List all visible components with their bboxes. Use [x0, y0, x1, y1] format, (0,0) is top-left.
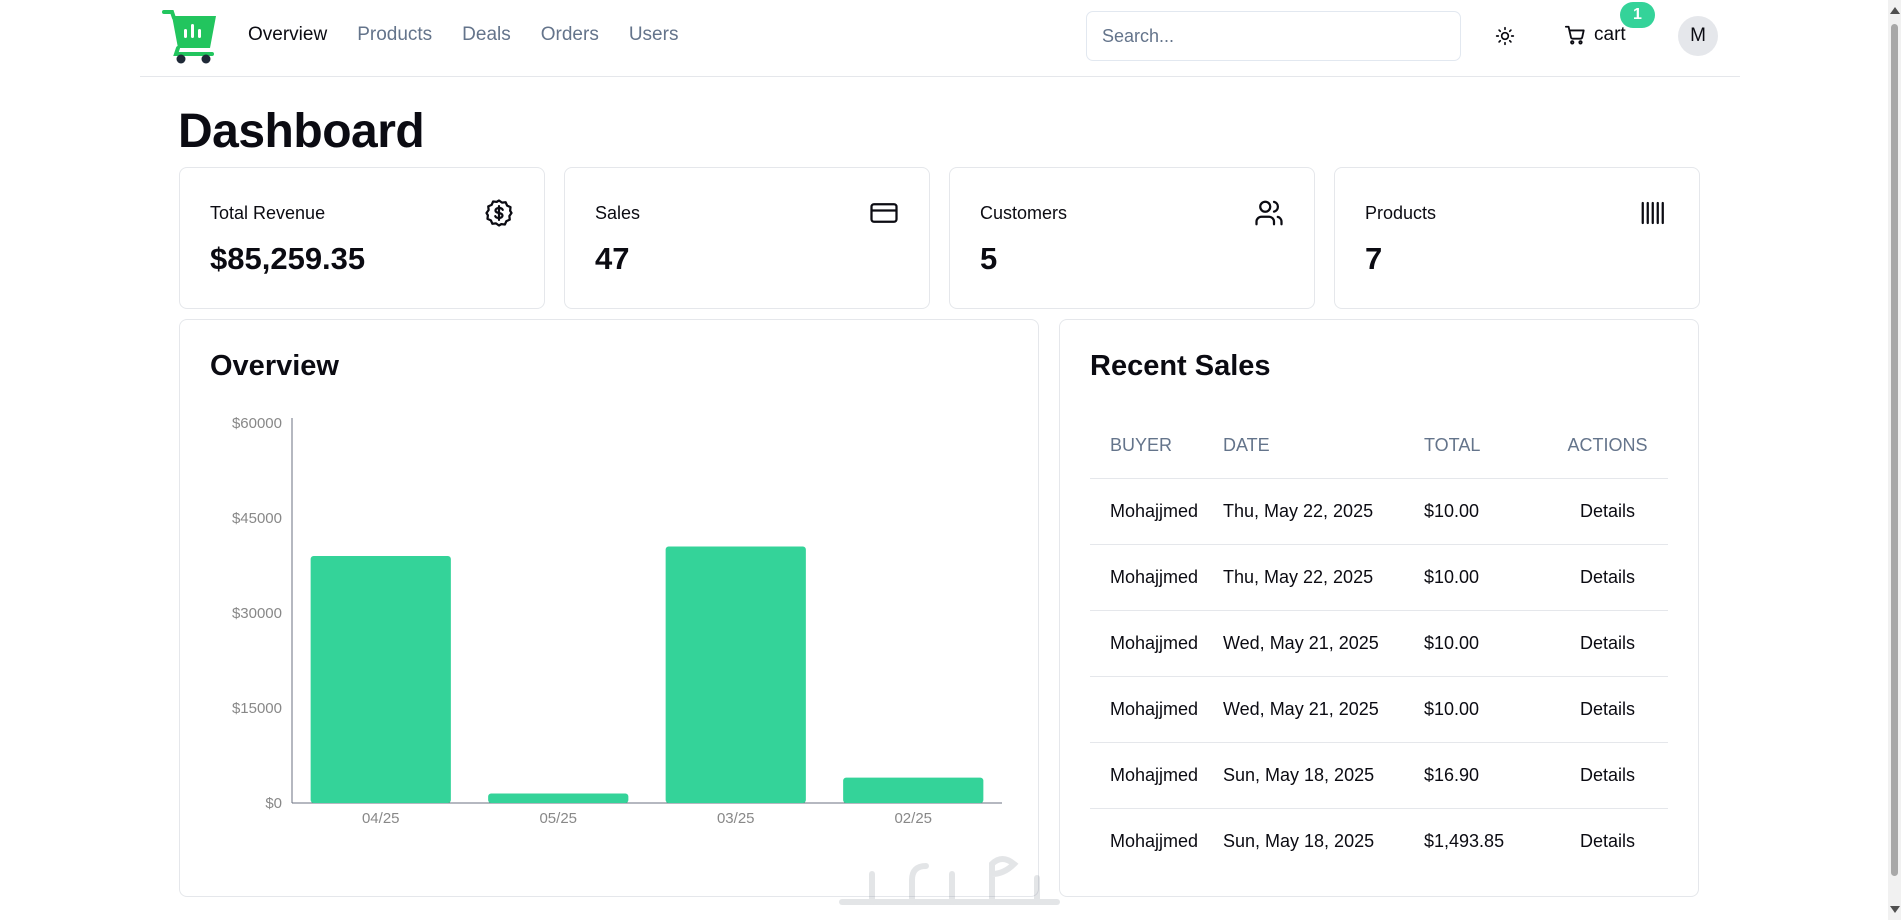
theme-toggle-button[interactable] [1490, 21, 1520, 51]
stat-card-revenue: Total Revenue $85,259.35 [179, 167, 545, 309]
x-tick-label: 05/25 [539, 810, 577, 827]
table-header-row: BUYER DATE TOTAL ACTIONS [1090, 414, 1668, 479]
stat-card-sales: Sales 47 [564, 167, 930, 309]
stat-label: Sales [595, 203, 641, 223]
cell-date: Thu, May 22, 2025 [1223, 544, 1424, 611]
y-tick-label: $45000 [232, 510, 282, 527]
nav-users[interactable]: Users [628, 24, 679, 45]
cell-total: $10.00 [1424, 478, 1547, 545]
nav-orders[interactable]: Orders [540, 24, 599, 45]
credit-card-icon [870, 203, 898, 223]
overview-panel: Overview $0 $15000 $30000 $45000 $60000 04/25… [179, 319, 1039, 897]
barcode-icon [1641, 201, 1664, 225]
stat-label: Customers [980, 203, 1068, 223]
chart-bar [488, 793, 629, 803]
stat-label: Total Revenue [210, 203, 326, 223]
stat-card-customers: Customers 5 [949, 167, 1315, 309]
scroll-up-arrow[interactable] [1890, 7, 1900, 14]
nav-overview[interactable]: Overview [248, 24, 328, 45]
x-tick-label: 03/25 [717, 810, 755, 827]
stat-label: Products [1365, 203, 1437, 223]
column-header-actions: ACTIONS [1547, 414, 1668, 479]
stat-card-products: Products 7 [1334, 167, 1700, 309]
stat-value: $85,259.35 [210, 241, 366, 276]
cell-date: Wed, May 21, 2025 [1223, 676, 1424, 743]
scroll-thumb[interactable] [1891, 24, 1898, 876]
cell-total: $16.90 [1424, 742, 1547, 809]
details-button[interactable]: Details [1547, 478, 1668, 545]
overview-bar-chart: $0 $15000 $30000 $45000 $60000 04/25 05/25 03/2… [232, 415, 1002, 827]
cell-buyer: Mohajjmed [1090, 742, 1223, 809]
watermark-logo [839, 856, 1060, 905]
cell-buyer: Mohajjmed [1090, 610, 1223, 677]
page-scrollbar[interactable] [1888, 0, 1901, 920]
x-tick-label: 04/25 [362, 810, 400, 827]
recent-sales-table: BUYER DATE TOTAL ACTIONS Mohajjmed Thu, … [1090, 414, 1668, 874]
nav-products[interactable]: Products [357, 24, 433, 45]
top-navbar: Overview Products Deals Orders Users car… [140, 0, 1740, 77]
y-tick-label: $15000 [232, 700, 282, 717]
scroll-down-arrow[interactable] [1890, 906, 1900, 913]
cell-buyer: Mohajjmed [1090, 676, 1223, 743]
cart-logo-icon[interactable] [162, 8, 218, 64]
table-row: Mohajjmed Thu, May 22, 2025 $10.00 Detai… [1090, 544, 1668, 611]
recent-sales-panel: Recent Sales BUYER DATE TOTAL ACTIONS Mo… [1059, 319, 1699, 897]
table-row: Mohajjmed Wed, May 21, 2025 $10.00 Detai… [1090, 610, 1668, 677]
recent-sales-title: Recent Sales [1090, 350, 1271, 382]
table-row: Mohajjmed Wed, May 21, 2025 $10.00 Detai… [1090, 676, 1668, 743]
cart-label: cart [1594, 24, 1626, 45]
y-tick-label: $30000 [232, 605, 282, 622]
y-tick-label: $60000 [232, 415, 282, 432]
overview-title: Overview [210, 350, 339, 382]
cell-buyer: Mohajjmed [1090, 544, 1223, 611]
chart-bar [843, 777, 984, 803]
chart-bar [665, 546, 806, 803]
cell-total: $1,493.85 [1424, 830, 1505, 851]
column-header-buyer: BUYER [1090, 414, 1223, 479]
avatar[interactable]: M [1678, 16, 1718, 56]
stat-value: 5 [980, 241, 998, 276]
details-button[interactable]: Details [1579, 830, 1636, 851]
details-button[interactable]: Details [1547, 676, 1668, 743]
table-row: Mohajjmed Sun, May 18, 2025 $1,493.85 De… [1090, 808, 1668, 874]
details-button[interactable]: Details [1547, 742, 1668, 809]
table-row: Mohajjmed Thu, May 22, 2025 $10.00 Detai… [1090, 478, 1668, 545]
column-header-date: DATE [1223, 414, 1424, 479]
dollar-badge-icon [485, 199, 513, 227]
stat-value: 7 [1365, 241, 1383, 276]
sun-icon [1495, 26, 1515, 46]
cart-button[interactable]: cart [1564, 24, 1626, 46]
cell-total: $10.00 [1424, 544, 1547, 611]
cell-buyer: Mohajjmed [1110, 830, 1199, 851]
cart-count-badge: 1 [1620, 2, 1655, 28]
x-tick-label: 02/25 [894, 810, 932, 827]
column-header-total: TOTAL [1424, 414, 1547, 479]
stat-value: 47 [595, 241, 630, 276]
cell-date: Wed, May 21, 2025 [1223, 610, 1424, 677]
users-icon [1255, 200, 1283, 226]
main-nav: Overview Products Deals Orders Users [248, 24, 678, 46]
cell-date: Sun, May 18, 2025 [1223, 742, 1424, 809]
cell-total: $10.00 [1424, 610, 1547, 677]
nav-deals[interactable]: Deals [462, 24, 511, 45]
details-button[interactable]: Details [1547, 610, 1668, 677]
search-input[interactable] [1086, 11, 1461, 61]
cart-icon [1564, 25, 1585, 45]
chart-bar [310, 556, 451, 803]
cell-date: Sun, May 18, 2025 [1223, 830, 1375, 851]
details-button[interactable]: Details [1547, 544, 1668, 611]
page-title: Dashboard [178, 105, 425, 158]
cell-total: $10.00 [1424, 676, 1547, 743]
cell-buyer: Mohajjmed [1090, 478, 1223, 545]
table-row: Mohajjmed Sun, May 18, 2025 $16.90 Detai… [1090, 742, 1668, 809]
y-tick-label: $0 [265, 795, 282, 812]
cell-date: Thu, May 22, 2025 [1223, 478, 1424, 545]
